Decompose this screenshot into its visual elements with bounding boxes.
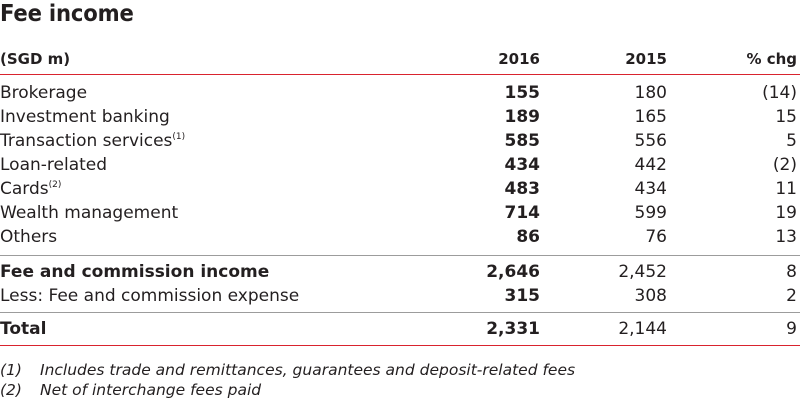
value-2016: 585 (504, 131, 541, 151)
value-2015: 2,144 (618, 319, 667, 339)
value-2015: 180 (634, 83, 667, 103)
value-pct-change: (14) (762, 83, 797, 103)
row-label-text: Cards (0, 179, 49, 199)
row-label-text: Wealth management (0, 203, 179, 223)
footnote-number: (1) (0, 361, 22, 379)
value-pct-change: (2) (772, 155, 797, 175)
row-label: Total (0, 319, 47, 339)
value-2016: 483 (504, 179, 541, 199)
footnote-text: Includes trade and remittances, guarante… (40, 361, 576, 379)
value-pct-change: 15 (775, 107, 797, 127)
row-label: Brokerage (0, 81, 87, 105)
row-label: Loan-related (0, 153, 107, 177)
page-title: Fee income (0, 1, 134, 27)
value-pct-change: 8 (786, 262, 797, 282)
header-pct-change: % chg (746, 50, 797, 68)
row-label-text: Brokerage (0, 83, 88, 103)
footnote-text: Net of interchange fees paid (40, 381, 262, 399)
header-unit-label: (SGD m) (0, 50, 71, 68)
total-rule (0, 312, 800, 313)
value-pct-change: 5 (786, 131, 797, 151)
row-label: Less: Fee and commission expense (0, 286, 300, 306)
footnote-marker: (1) (172, 132, 186, 142)
value-2016: 155 (504, 83, 541, 103)
row-label-text: Loan-related (0, 155, 108, 175)
row-label: Fee and commission income (0, 262, 270, 282)
table-header: (SGD m) 2016 2015 % chg (0, 44, 800, 74)
expense-row: Less: Fee and commission expense 315 308… (0, 284, 800, 308)
row-label: Transaction services(1) (0, 129, 185, 153)
table-row: Wealth management 714 599 19 (0, 201, 800, 225)
total-row: Total 2,331 2,144 9 (0, 317, 800, 341)
row-label: Others (0, 225, 57, 249)
row-label: Cards(2) (0, 177, 61, 201)
row-label-text: Transaction services (0, 131, 173, 151)
footnote-number: (2) (0, 381, 22, 399)
table-row: Cards(2) 483 434 11 (0, 177, 800, 201)
value-2016: 434 (504, 155, 541, 175)
row-label: Wealth management (0, 201, 178, 225)
footnote-marker: (2) (48, 180, 62, 190)
header-rule (0, 74, 800, 75)
header-2016: 2016 (498, 50, 540, 68)
value-pct-change: 19 (775, 203, 797, 223)
value-2015: 599 (634, 203, 667, 223)
value-2016: 315 (504, 286, 541, 306)
value-2016: 189 (504, 107, 541, 127)
value-2016: 2,331 (486, 319, 540, 339)
value-2015: 76 (645, 227, 667, 247)
row-label-text: Investment banking (0, 107, 170, 127)
table-row: Investment banking 189 165 15 (0, 105, 800, 129)
header-2015: 2015 (625, 50, 667, 68)
row-label: Investment banking (0, 105, 170, 129)
value-2016: 2,646 (486, 262, 540, 282)
value-2015: 556 (634, 131, 667, 151)
table-row: Others 86 76 13 (0, 225, 800, 249)
value-2015: 2,452 (618, 262, 667, 282)
value-2015: 442 (634, 155, 667, 175)
value-2015: 434 (634, 179, 667, 199)
table-row: Brokerage 155 180 (14) (0, 81, 800, 105)
value-pct-change: 11 (775, 179, 797, 199)
fee-income-table: (SGD m) 2016 2015 % chg Brokerage 155 180(… (0, 44, 800, 346)
value-pct-change: 13 (775, 227, 797, 247)
value-pct-change: 9 (786, 319, 797, 339)
value-pct-change: 2 (786, 286, 797, 306)
value-2015: 165 (634, 107, 667, 127)
value-2015: 308 (634, 286, 667, 306)
table-body: Brokerage 155 180 (14) Investment banking 189… (0, 81, 800, 249)
subtotal-row: Fee and commission income 2,646 2,452 8 (0, 260, 800, 284)
table-row: Loan-related 434 442 (2) (0, 153, 800, 177)
table-row: Transaction services(1) 585 556 5 (0, 129, 800, 153)
value-2016: 714 (504, 203, 541, 223)
row-label-text: Others (0, 227, 58, 247)
value-2016: 86 (516, 227, 540, 247)
table-bottom-rule (0, 345, 800, 346)
subtotal-rule (0, 255, 800, 256)
